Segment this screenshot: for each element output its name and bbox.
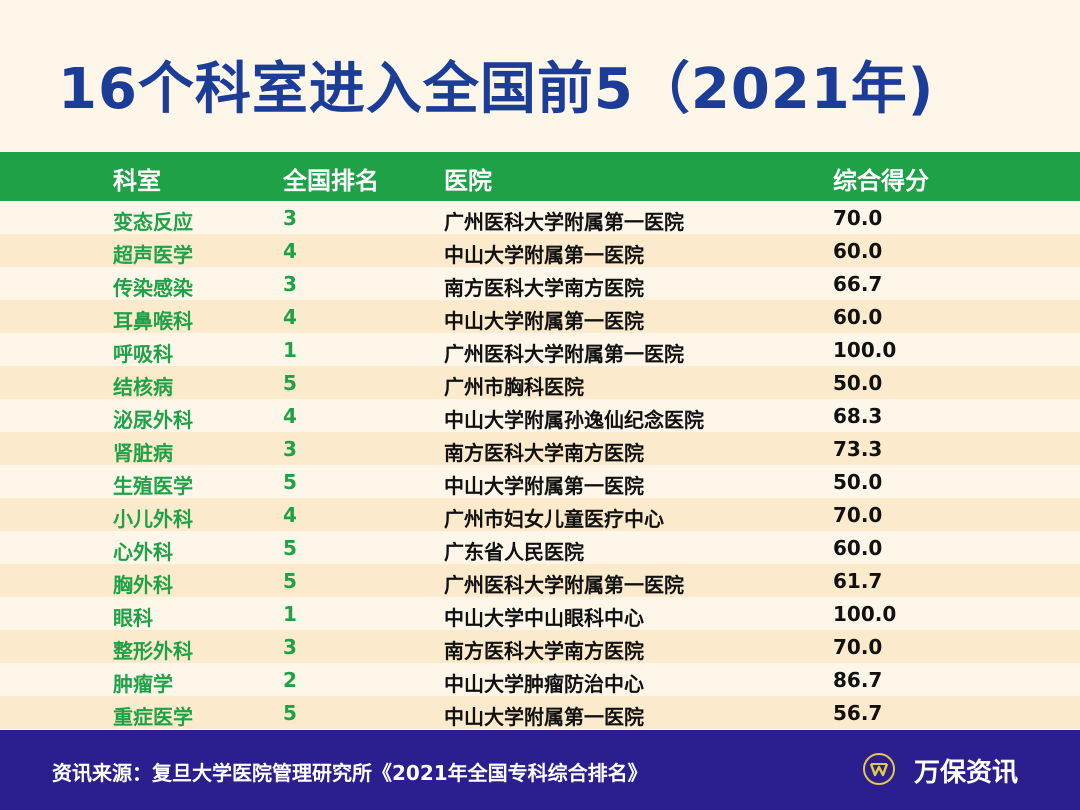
cell-rank: 5 bbox=[283, 569, 297, 593]
cell-department: 眼科 bbox=[113, 606, 153, 630]
table-row: 小儿外科 4 广州市妇女儿童医疗中心 70.0 bbox=[0, 498, 1080, 531]
table-row: 心外科 5 广东省人民医院 60.0 bbox=[0, 531, 1080, 564]
header-rank: 全国排名 bbox=[283, 167, 379, 195]
cell-hospital: 广东省人民医院 bbox=[444, 540, 584, 564]
cell-rank: 4 bbox=[283, 239, 297, 263]
cell-rank: 3 bbox=[283, 635, 297, 659]
cell-score: 60.0 bbox=[833, 536, 883, 560]
cell-hospital: 中山大学附属第一医院 bbox=[444, 474, 644, 498]
cell-rank: 5 bbox=[283, 371, 297, 395]
cell-hospital: 中山大学附属孙逸仙纪念医院 bbox=[444, 408, 704, 432]
footer: 资讯来源：复旦大学医院管理研究所《2021年全国专科综合排名》 万保资讯 bbox=[0, 730, 1080, 810]
page-title: 16个科室进入全国前5（2021年) bbox=[58, 57, 935, 122]
header-score: 综合得分 bbox=[833, 167, 929, 195]
cell-rank: 4 bbox=[283, 503, 297, 527]
table-row: 重症医学 5 中山大学附属第一医院 56.7 bbox=[0, 696, 1080, 729]
cell-rank: 1 bbox=[283, 602, 297, 626]
cell-rank: 3 bbox=[283, 272, 297, 296]
cell-score: 61.7 bbox=[833, 569, 883, 593]
cell-rank: 2 bbox=[283, 668, 297, 692]
cell-rank: 3 bbox=[283, 206, 297, 230]
cell-score: 68.3 bbox=[833, 404, 883, 428]
cell-department: 整形外科 bbox=[113, 639, 193, 663]
cell-hospital: 中山大学附属第一医院 bbox=[444, 243, 644, 267]
cell-hospital: 广州市胸科医院 bbox=[444, 375, 584, 399]
table-row: 传染感染 3 南方医科大学南方医院 66.7 bbox=[0, 267, 1080, 300]
cell-department: 呼吸科 bbox=[113, 342, 173, 366]
cell-department: 胸外科 bbox=[113, 573, 173, 597]
table-row: 耳鼻喉科 4 中山大学附属第一医院 60.0 bbox=[0, 300, 1080, 333]
cell-hospital: 中山大学附属第一医院 bbox=[444, 309, 644, 333]
table-row: 肿瘤学 2 中山大学肿瘤防治中心 86.7 bbox=[0, 663, 1080, 696]
cell-rank: 5 bbox=[283, 470, 297, 494]
cell-hospital: 中山大学肿瘤防治中心 bbox=[444, 672, 644, 696]
cell-rank: 4 bbox=[283, 404, 297, 428]
cell-department: 耳鼻喉科 bbox=[113, 309, 193, 333]
cell-score: 86.7 bbox=[833, 668, 883, 692]
cell-score: 100.0 bbox=[833, 602, 897, 626]
cell-score: 70.0 bbox=[833, 503, 883, 527]
cell-score: 50.0 bbox=[833, 371, 883, 395]
table-row: 整形外科 3 南方医科大学南方医院 70.0 bbox=[0, 630, 1080, 663]
cell-hospital: 广州医科大学附属第一医院 bbox=[444, 210, 684, 234]
cell-hospital: 广州医科大学附属第一医院 bbox=[444, 342, 684, 366]
cell-hospital: 中山大学中山眼科中心 bbox=[444, 606, 644, 630]
table-row: 肾脏病 3 南方医科大学南方医院 73.3 bbox=[0, 432, 1080, 465]
table-header: 科室 全国排名 医院 综合得分 bbox=[0, 152, 1080, 201]
cell-department: 泌尿外科 bbox=[113, 408, 193, 432]
source-text: 资讯来源：复旦大学医院管理研究所《2021年全国专科综合排名》 bbox=[52, 761, 648, 785]
cell-department: 传染感染 bbox=[113, 276, 193, 300]
table-row: 呼吸科 1 广州医科大学附属第一医院 100.0 bbox=[0, 333, 1080, 366]
cell-department: 生殖医学 bbox=[113, 474, 193, 498]
brand-logo-icon bbox=[863, 753, 895, 785]
cell-score: 56.7 bbox=[833, 701, 883, 725]
cell-department: 肿瘤学 bbox=[113, 672, 173, 696]
cell-department: 结核病 bbox=[113, 375, 173, 399]
table-row: 胸外科 5 广州医科大学附属第一医院 61.7 bbox=[0, 564, 1080, 597]
table-row: 眼科 1 中山大学中山眼科中心 100.0 bbox=[0, 597, 1080, 630]
cell-score: 73.3 bbox=[833, 437, 883, 461]
cell-department: 重症医学 bbox=[113, 705, 193, 729]
cell-hospital: 广州市妇女儿童医疗中心 bbox=[444, 507, 664, 531]
cell-score: 100.0 bbox=[833, 338, 897, 362]
table-row: 超声医学 4 中山大学附属第一医院 60.0 bbox=[0, 234, 1080, 267]
brand-name: 万保资讯 bbox=[914, 758, 1019, 788]
cell-rank: 4 bbox=[283, 305, 297, 329]
table-body: 变态反应 3 广州医科大学附属第一医院 70.0 超声医学 4 中山大学附属第一医院 60.0… bbox=[0, 201, 1080, 729]
cell-score: 50.0 bbox=[833, 470, 883, 494]
cell-department: 肾脏病 bbox=[113, 441, 173, 465]
cell-department: 变态反应 bbox=[113, 210, 193, 234]
cell-department: 超声医学 bbox=[113, 243, 193, 267]
header-department: 科室 bbox=[113, 167, 161, 195]
table-row: 泌尿外科 4 中山大学附属孙逸仙纪念医院 68.3 bbox=[0, 399, 1080, 432]
cell-rank: 3 bbox=[283, 437, 297, 461]
cell-rank: 1 bbox=[283, 338, 297, 362]
cell-hospital: 中山大学附属第一医院 bbox=[444, 705, 644, 729]
cell-hospital: 南方医科大学南方医院 bbox=[444, 276, 644, 300]
cell-score: 70.0 bbox=[833, 206, 883, 230]
cell-hospital: 南方医科大学南方医院 bbox=[444, 639, 644, 663]
cell-score: 60.0 bbox=[833, 305, 883, 329]
cell-score: 60.0 bbox=[833, 239, 883, 263]
cell-score: 70.0 bbox=[833, 635, 883, 659]
cell-department: 小儿外科 bbox=[113, 507, 193, 531]
cell-score: 66.7 bbox=[833, 272, 883, 296]
cell-hospital: 广州医科大学附属第一医院 bbox=[444, 573, 684, 597]
table-row: 生殖医学 5 中山大学附属第一医院 50.0 bbox=[0, 465, 1080, 498]
cell-hospital: 南方医科大学南方医院 bbox=[444, 441, 644, 465]
header-hospital: 医院 bbox=[444, 167, 492, 195]
table-row: 变态反应 3 广州医科大学附属第一医院 70.0 bbox=[0, 201, 1080, 234]
cell-rank: 5 bbox=[283, 701, 297, 725]
cell-department: 心外科 bbox=[113, 540, 173, 564]
table-row: 结核病 5 广州市胸科医院 50.0 bbox=[0, 366, 1080, 399]
cell-rank: 5 bbox=[283, 536, 297, 560]
